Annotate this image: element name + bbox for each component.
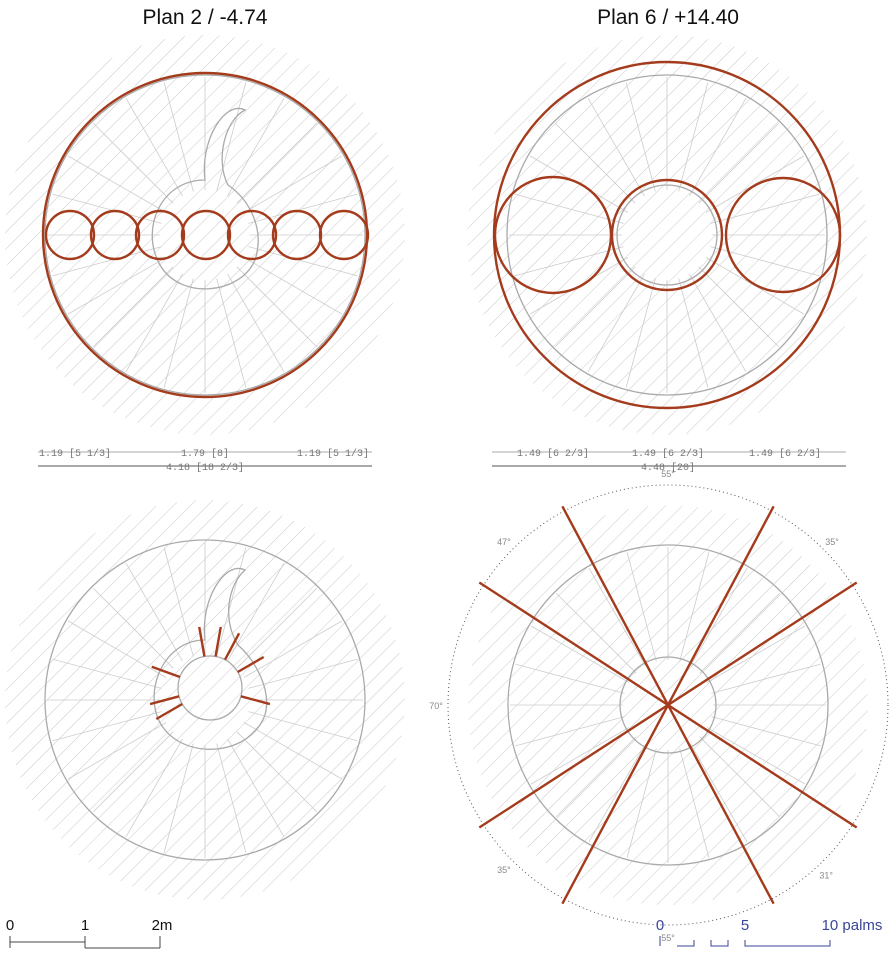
dimension-label: 4.18 [18 2/3]: [166, 462, 244, 474]
angle-label: 31°: [819, 871, 833, 881]
dimension-label: 1.49 [6 2/3]: [517, 448, 589, 460]
scale-label: 1: [81, 917, 89, 934]
plans: 55°35°29°31°55°35°70°47°: [5, 35, 892, 943]
scale-label: 5: [741, 917, 749, 934]
angle-label: 55°: [661, 933, 675, 943]
dimension-label: 1.49 [6 2/3]: [632, 448, 704, 460]
drawing-sheet: Plan 2 / -4.74 Plan 6 / +14.40 55°35°29°…: [0, 0, 892, 954]
dimension-label: 1.19 [5 1/3]: [39, 448, 111, 460]
dimension-label: 4.48 [20]: [641, 462, 695, 474]
dimension-left: 1.19 [5 1/3] 1.79 [8] 1.19 [5 1/3] 4.18 …: [38, 448, 372, 474]
plan-title: Plan 2 / -4.74: [143, 6, 268, 29]
angle-label: 35°: [825, 537, 839, 547]
scale-label: 0: [656, 917, 664, 934]
dimension-label: 1.79 [8]: [181, 448, 229, 460]
scale-label: 0: [6, 917, 14, 934]
dimension-label: 1.49 [6 2/3]: [749, 448, 821, 460]
scale-metric: 0 1 2m: [6, 917, 173, 948]
angle-label: 35°: [497, 865, 511, 875]
angle-label: 70°: [429, 701, 443, 711]
plan-title: Plan 6 / +14.40: [597, 6, 739, 29]
scale-palms: 0 5 10 palms: [656, 917, 883, 946]
scale-label: 2m: [152, 917, 173, 934]
dimension-label: 1.19 [5 1/3]: [297, 448, 369, 460]
dimension-right: 1.49 [6 2/3] 1.49 [6 2/3] 1.49 [6 2/3] 4…: [492, 448, 846, 474]
scale-label: 10 palms: [822, 917, 883, 934]
angle-label: 47°: [497, 537, 511, 547]
